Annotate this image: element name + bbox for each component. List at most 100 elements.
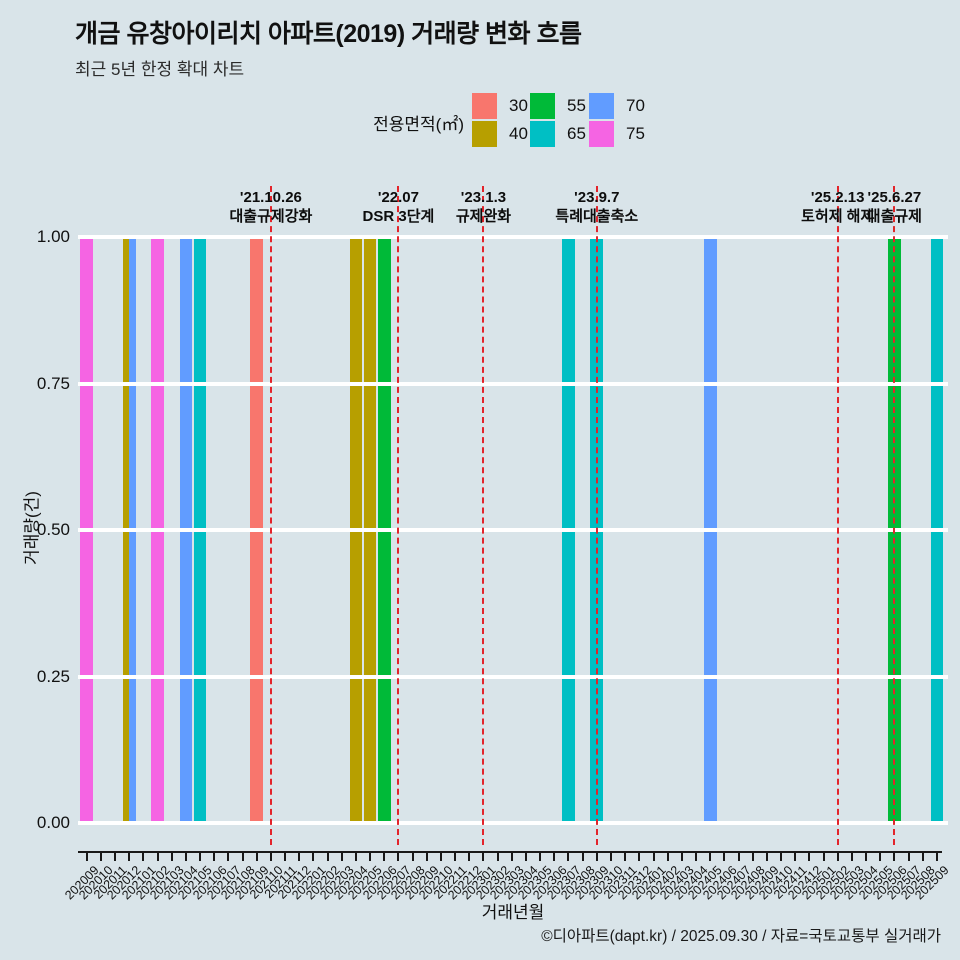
legend-label-30: 30	[509, 96, 528, 115]
x-tick-202304	[524, 853, 527, 861]
legend-swatch-30	[472, 93, 497, 119]
x-tick-202311	[624, 853, 627, 861]
event-line-202502	[836, 186, 839, 845]
legend-label-55: 55	[567, 96, 586, 115]
x-tick-202108	[241, 853, 244, 861]
event-label: 규제완화	[455, 208, 512, 225]
event-date: '23.1.3	[460, 189, 507, 206]
x-tick-202210	[439, 853, 442, 861]
page-subtitle: 최근 5년 한정 확대 차트	[75, 60, 245, 79]
x-tick-202401	[652, 853, 655, 861]
event-date: '23.9.7	[574, 189, 620, 206]
x-tick-202307	[567, 853, 570, 861]
event-note-202506: '25.6.27 대출규제	[867, 188, 922, 226]
x-tick-202211	[454, 853, 457, 861]
x-tick-202501	[822, 853, 825, 861]
y-tick-label-0.25: 0.25	[36, 666, 70, 686]
x-tick-202103	[170, 853, 173, 861]
legend-swatch-65	[530, 121, 555, 147]
event-note-202309: '23.9.7 특례대출축소	[555, 188, 638, 226]
x-tick-202403	[680, 853, 683, 861]
x-tick-202209	[425, 853, 428, 861]
x-tick-202011	[114, 853, 117, 861]
x-tick-202012	[128, 853, 131, 861]
legend-label-40: 40	[509, 124, 528, 143]
x-tick-202406	[723, 853, 726, 861]
event-label: 토허제 해제	[801, 208, 875, 225]
x-tick-202301	[482, 853, 485, 861]
x-tick-202203	[340, 853, 343, 861]
x-tick-202302	[496, 853, 499, 861]
x-tick-202509	[935, 853, 938, 861]
x-tick-202303	[510, 853, 513, 861]
legend-swatch-75	[589, 121, 614, 147]
x-tick-202409	[765, 853, 768, 861]
x-tick-202106	[213, 853, 216, 861]
x-tick-202505	[879, 853, 882, 861]
x-tick-202504	[865, 853, 868, 861]
gridline-y-0.25	[78, 674, 948, 679]
x-tick-202412	[808, 853, 811, 861]
x-tick-202107	[227, 853, 230, 861]
event-note-202110: '21.10.26 대출규제강화	[230, 188, 313, 226]
legend-swatch-70	[589, 93, 614, 119]
x-tick-202204	[354, 853, 357, 861]
x-tick-202305	[539, 853, 542, 861]
x-tick-202109	[255, 853, 258, 861]
x-tick-202506	[893, 853, 896, 861]
x-tick-202405	[709, 853, 712, 861]
legend-label-75: 75	[626, 124, 645, 143]
event-date: '25.6.27	[867, 189, 922, 206]
gridline-y-0.00	[78, 821, 948, 825]
x-tick-202508	[921, 853, 924, 861]
y-tick-label-0.00: 0.00	[36, 813, 70, 832]
x-tick-202410	[780, 853, 783, 861]
gridline-y-0.50	[78, 528, 948, 532]
x-tick-202202	[326, 853, 329, 861]
event-line-202506	[893, 186, 896, 845]
x-tick-202205	[369, 853, 372, 861]
x-tick-202009	[85, 853, 88, 861]
x-tick-202105	[199, 853, 202, 861]
footer-credit: ©디아파트(dapt.kr) / 2025.09.30 / 자료=국토교통부 실…	[541, 928, 941, 945]
x-tick-202208	[411, 853, 414, 861]
x-tick-202408	[751, 853, 754, 861]
x-tick-202411	[794, 853, 797, 861]
x-tick-202112	[298, 853, 301, 861]
event-label: 특례대출축소	[555, 208, 639, 225]
gridline-y-1.00	[78, 235, 948, 239]
x-tick-202102	[156, 853, 159, 861]
page-title: 개금 유창아이리치 아파트(2019) 거래량 변화 흐름	[75, 20, 582, 48]
legend-title: 전용면적(㎡)	[373, 115, 464, 134]
x-tick-202309	[595, 853, 598, 861]
x-tick-202502	[836, 853, 839, 861]
x-axis-line	[78, 851, 942, 853]
x-tick-202206	[383, 853, 386, 861]
legend-swatch-55	[530, 93, 555, 119]
event-label: 대출규제강화	[229, 208, 313, 225]
x-axis-title: 거래년월	[481, 903, 545, 922]
x-tick-202312	[638, 853, 641, 861]
event-note-202207: '22.07 DSR 3단계	[363, 188, 435, 226]
event-date: '25.2.13	[810, 189, 865, 206]
x-tick-202308	[581, 853, 584, 861]
y-tick-label-0.75: 0.75	[36, 373, 70, 393]
x-tick-202402	[666, 853, 669, 861]
x-tick-202407	[737, 853, 740, 861]
x-tick-202306	[553, 853, 556, 861]
x-tick-202503	[850, 853, 853, 861]
event-label: DSR 3단계	[362, 208, 435, 225]
event-date: '21.10.26	[239, 189, 302, 206]
event-note-202301: '23.1.3 규제완화	[456, 188, 511, 226]
x-tick-202212	[468, 853, 471, 861]
gridline-y-0.75	[78, 381, 948, 386]
event-line-202301	[482, 186, 485, 845]
x-tick-202111	[284, 853, 287, 861]
legend-label-65: 65	[567, 124, 586, 143]
x-tick-202110	[269, 853, 272, 861]
y-tick-label-0.50: 0.50	[36, 520, 70, 539]
x-tick-202104	[184, 853, 187, 861]
event-line-202309	[595, 186, 598, 845]
x-tick-202404	[695, 853, 697, 861]
